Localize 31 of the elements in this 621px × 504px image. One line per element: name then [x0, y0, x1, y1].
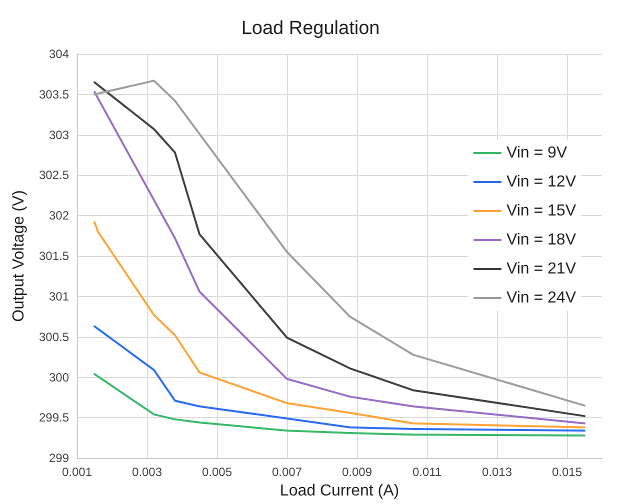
legend-label: Vin = 24V	[506, 290, 576, 306]
y-axis-title: Output Voltage (V)	[10, 190, 28, 322]
y-tick-label: 299	[48, 451, 70, 466]
x-tick-label: 0.007	[272, 465, 302, 480]
x-tick-label: 0.005	[202, 465, 232, 480]
x-tick-label: 0.013	[482, 465, 512, 480]
y-tick-label: 301.5	[38, 249, 70, 264]
legend-label: Vin = 18V	[506, 232, 576, 248]
y-tick-label: 303	[48, 128, 70, 142]
x-axis-title: Load Current (A)	[280, 482, 400, 500]
y-tick-label: 303.5	[38, 87, 70, 102]
legend-label: Vin = 9V	[506, 144, 568, 162]
y-tick-label: 299.5	[38, 410, 70, 425]
x-tick-label: 0.015	[552, 465, 582, 480]
x-tick-label: 0.011	[412, 465, 442, 480]
line-series	[94, 221, 586, 428]
y-tick-label: 302.5	[38, 168, 70, 182]
line-series	[94, 325, 586, 432]
legend-label: Vin = 15V	[506, 202, 576, 220]
x-tick-label: 0.003	[132, 465, 162, 480]
legend-label: Vin = 12V	[506, 174, 576, 190]
legend-label: Vin = 21V	[506, 260, 576, 278]
y-tick-label: 300.5	[38, 330, 70, 344]
y-tick-label: 304	[48, 47, 70, 61]
chart-title: Load Regulation	[241, 18, 380, 39]
line-series	[94, 373, 586, 436]
x-tick-label: 0.009	[342, 465, 372, 480]
y-tick-label: 301	[48, 289, 70, 304]
y-tick-label: 300	[48, 370, 70, 384]
y-tick-label: 302	[48, 208, 70, 223]
x-tick-label: 0.001	[62, 465, 92, 480]
